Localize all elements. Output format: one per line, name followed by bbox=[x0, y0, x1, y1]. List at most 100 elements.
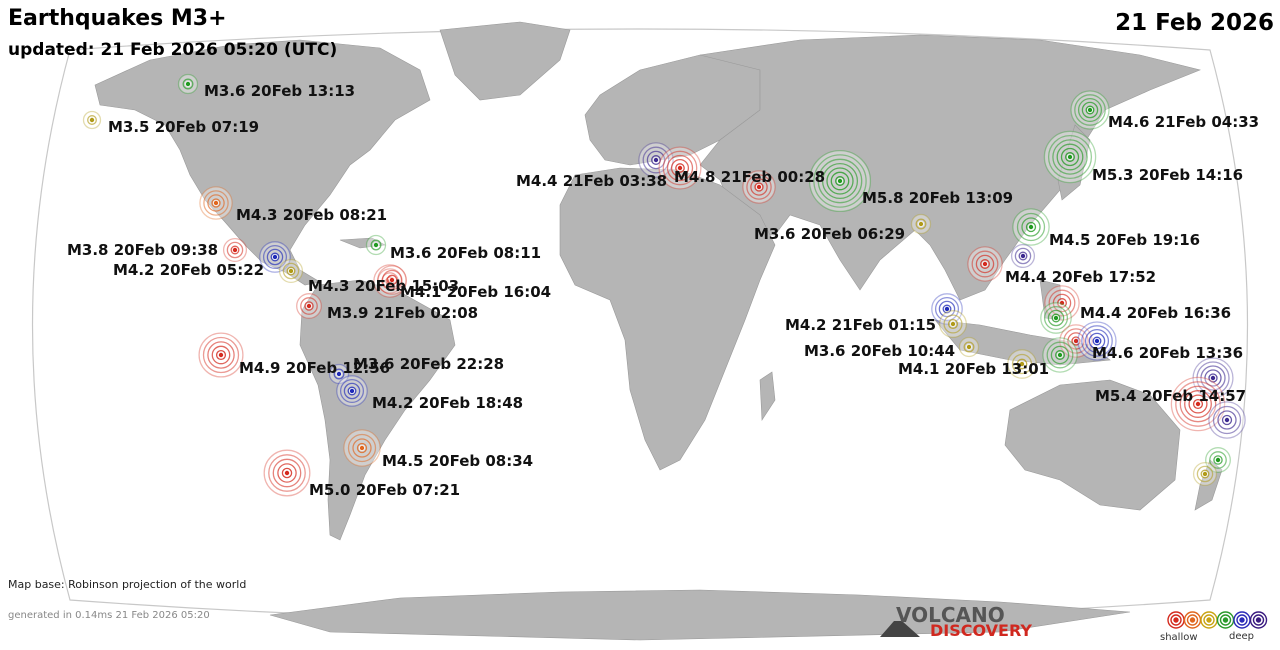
earthquake-marker[interactable] bbox=[939, 310, 967, 338]
earthquake-marker[interactable] bbox=[1170, 376, 1226, 432]
earthquake-label: M4.3 20Feb 08:21 bbox=[236, 206, 387, 224]
marker-epicenter bbox=[231, 246, 238, 253]
earthquake-marker[interactable] bbox=[1192, 357, 1234, 399]
marker-ring bbox=[1052, 293, 1072, 313]
earthquake-marker[interactable] bbox=[199, 186, 233, 220]
marker-epicenter bbox=[653, 156, 660, 163]
earthquake-marker[interactable] bbox=[910, 213, 932, 235]
earthquake-marker[interactable] bbox=[1077, 321, 1117, 361]
earthquake-marker[interactable] bbox=[1208, 401, 1246, 439]
earthquake-marker[interactable] bbox=[336, 375, 368, 407]
earthquake-marker[interactable] bbox=[82, 110, 102, 130]
earthquake-marker[interactable] bbox=[1007, 349, 1037, 379]
earthquake-marker[interactable] bbox=[1044, 285, 1080, 321]
earthquake-marker[interactable] bbox=[808, 149, 872, 213]
earthquake-marker[interactable] bbox=[1042, 337, 1078, 373]
marker-ring bbox=[207, 194, 225, 212]
marker-epicenter bbox=[944, 305, 951, 312]
marker-ring bbox=[347, 386, 357, 396]
earthquake-marker[interactable] bbox=[263, 449, 311, 497]
earthquake-marker[interactable] bbox=[1192, 461, 1218, 487]
earthquake-marker[interactable] bbox=[222, 237, 248, 263]
map-base-note: Map base: Robinson projection of the wor… bbox=[8, 578, 247, 591]
earthquake-marker[interactable] bbox=[377, 265, 407, 295]
earthquake-label: M4.4 20Feb 17:52 bbox=[1005, 268, 1156, 286]
marker-ring bbox=[1051, 313, 1061, 323]
marker-epicenter bbox=[1067, 153, 1074, 160]
marker-ring bbox=[1021, 217, 1041, 237]
earthquake-marker[interactable] bbox=[1012, 208, 1050, 246]
earthquake-marker[interactable] bbox=[1070, 90, 1110, 130]
earthquake-marker[interactable] bbox=[328, 363, 350, 385]
earthquake-label: M4.8 21Feb 00:28 bbox=[674, 168, 825, 186]
earthquake-marker[interactable] bbox=[958, 336, 980, 358]
marker-epicenter bbox=[1224, 416, 1231, 423]
legend-shallow-label: shallow bbox=[1160, 632, 1198, 643]
earthquake-marker[interactable] bbox=[1043, 130, 1097, 184]
legend-swatch bbox=[1222, 617, 1229, 623]
marker-ring bbox=[675, 163, 685, 173]
volcano-discovery-logo[interactable]: VOLCANO DISCOVERY bbox=[880, 603, 1040, 643]
earthquake-marker[interactable] bbox=[742, 170, 776, 204]
marker-epicenter bbox=[348, 387, 355, 394]
logo-text-discovery: DISCOVERY bbox=[930, 621, 1033, 640]
earthquake-marker[interactable] bbox=[259, 241, 291, 273]
land-north-america bbox=[94, 39, 431, 286]
earthquake-marker[interactable] bbox=[1040, 302, 1072, 334]
earthquake-marker[interactable] bbox=[638, 142, 674, 178]
earthquake-marker[interactable] bbox=[278, 258, 304, 284]
marker-ring bbox=[1213, 455, 1223, 465]
earthquake-label: M5.0 20Feb 07:21 bbox=[309, 481, 460, 499]
marker-ring bbox=[1084, 328, 1110, 354]
marker-ring bbox=[915, 218, 927, 230]
earthquake-marker[interactable] bbox=[198, 332, 244, 378]
marker-ring bbox=[270, 252, 280, 262]
earthquake-label: M4.9 20Feb 12:56 bbox=[239, 359, 390, 377]
marker-ring bbox=[1204, 369, 1222, 387]
marker-epicenter bbox=[388, 276, 395, 283]
earthquake-marker[interactable] bbox=[967, 246, 1003, 282]
volcano-icon bbox=[880, 621, 920, 637]
legend-deep-label: deep bbox=[1229, 631, 1254, 642]
earthquake-label: M3.6 20Feb 13:13 bbox=[204, 82, 355, 100]
marker-epicenter bbox=[982, 260, 989, 267]
earthquake-label: M4.2 20Feb 18:48 bbox=[372, 394, 523, 412]
earthquake-label: M4.3 20Feb 15:03 bbox=[308, 277, 459, 295]
earthquake-label: M5.8 20Feb 13:09 bbox=[862, 189, 1013, 207]
earthquake-marker[interactable] bbox=[1059, 324, 1093, 358]
marker-ring bbox=[281, 467, 293, 479]
marker-ring bbox=[1065, 152, 1075, 162]
marker-epicenter bbox=[1028, 223, 1035, 230]
earthquake-marker[interactable] bbox=[365, 234, 387, 256]
marker-ring bbox=[830, 171, 850, 191]
landmasses bbox=[94, 21, 1223, 641]
marker-ring bbox=[333, 368, 345, 380]
depth-legend bbox=[1167, 611, 1268, 629]
marker-epicenter bbox=[305, 302, 312, 309]
land-africa bbox=[559, 167, 776, 471]
earthquake-label: M4.6 21Feb 04:33 bbox=[1108, 113, 1259, 131]
marker-ring bbox=[1018, 251, 1028, 261]
marker-epicenter bbox=[1073, 337, 1080, 344]
marker-ring bbox=[942, 304, 952, 314]
earthquake-marker[interactable] bbox=[343, 429, 381, 467]
earthquake-label: M3.6 20Feb 22:28 bbox=[353, 355, 504, 373]
earthquake-marker[interactable] bbox=[296, 293, 322, 319]
marker-epicenter bbox=[1059, 299, 1066, 306]
marker-ring bbox=[642, 146, 670, 174]
earthquake-marker[interactable] bbox=[1205, 447, 1231, 473]
legend-swatch bbox=[1255, 617, 1262, 623]
marker-ring bbox=[300, 297, 318, 315]
earthquake-label: M4.2 20Feb 05:22 bbox=[113, 261, 264, 279]
earthquake-marker[interactable] bbox=[177, 73, 199, 95]
legend-swatch bbox=[1206, 617, 1212, 623]
earthquake-label: M4.4 20Feb 16:36 bbox=[1080, 304, 1231, 322]
marker-ring bbox=[1200, 469, 1210, 479]
marker-ring bbox=[813, 154, 867, 208]
earthquake-marker[interactable] bbox=[658, 146, 702, 190]
earthquake-marker[interactable] bbox=[1010, 243, 1036, 269]
earthquake-label: M3.6 20Feb 06:29 bbox=[754, 225, 905, 243]
marker-ring bbox=[286, 266, 296, 276]
marker-epicenter bbox=[1202, 470, 1209, 477]
logo-text-volcano: VOLCANO bbox=[896, 603, 1005, 627]
